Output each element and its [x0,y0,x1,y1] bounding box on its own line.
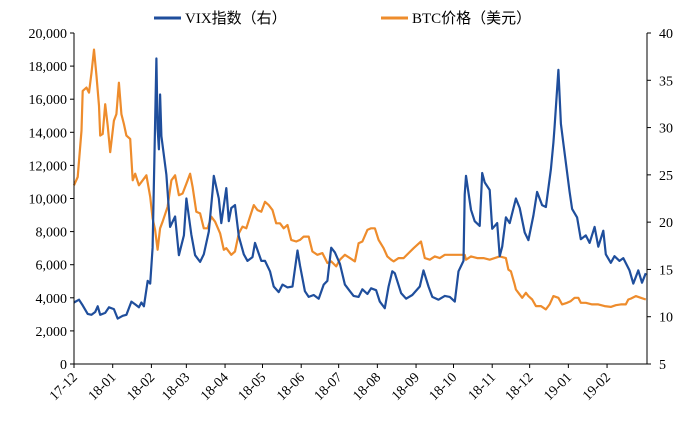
x-tick-label: 18-09 [389,370,423,404]
x-tick-label: 18-02 [125,370,159,404]
x-tick-label: 18-03 [159,370,193,404]
y-left-tick-label: 10,000 [29,193,68,208]
y-right-tick-label: 40 [659,27,673,42]
x-tick-label: 19-02 [580,370,614,404]
y-left-tick-label: 14,000 [29,126,68,141]
x-tick-label: 18-10 [427,370,461,404]
x-tick-label: 18-08 [350,370,384,404]
x-tick-label: 17-12 [47,370,81,404]
legend-vix-label: VIX指数（右） [185,10,287,27]
vix-series-line [73,57,647,320]
y-left-tick-label: 16,000 [29,93,68,108]
x-tick-label: 18-06 [274,370,308,404]
x-tick-label: 19-01 [541,370,575,404]
legend: VIX指数（右） BTC价格（美元） [154,10,531,27]
y-left-tick-label: 12,000 [29,159,68,174]
legend-btc-label: BTC价格（美元） [412,10,531,27]
x-tick-label: 18-07 [312,370,346,404]
x-tick-label: 18-01 [86,370,120,404]
y-right-tick-label: 35 [659,74,673,89]
y-right-tick-label: 20 [659,216,673,231]
y-left-tick-label: 8,000 [36,226,68,241]
x-tick-label: 18-11 [466,370,499,403]
x-tick-label: 18-05 [236,370,270,404]
y-right-tick-label: 15 [659,263,673,278]
y-right-tick-label: 10 [659,311,673,326]
y-left-tick-label: 4,000 [36,292,68,307]
y-left-tick-label: 6,000 [36,259,68,274]
y-right-tick-label: 5 [659,358,666,373]
y-right-tick-label: 25 [659,169,673,184]
x-tick-label: 18-04 [198,370,232,404]
plot-lines [72,48,647,320]
y-left-tick-label: 0 [60,358,67,373]
y-left-tick-label: 20,000 [29,27,68,42]
x-tick-label: 18-12 [503,370,537,404]
y-right-tick-label: 30 [659,122,673,137]
btc-series-line [72,48,647,311]
y-left-tick-label: 18,000 [29,60,68,75]
y-left-tick-label: 2,000 [36,325,68,340]
